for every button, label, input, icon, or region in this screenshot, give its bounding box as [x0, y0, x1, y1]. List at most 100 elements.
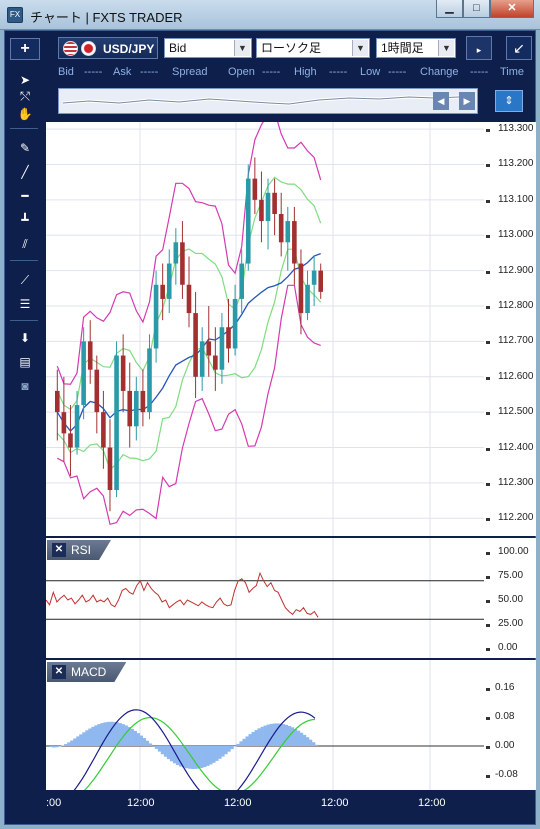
macd-histogram-bar [212, 746, 216, 763]
time-axis-label: :00 [46, 797, 62, 809]
horizontal-line-icon[interactable]: ━ [21, 189, 29, 203]
ask-value: ----- [140, 66, 159, 78]
macd-histogram-bar [85, 730, 89, 746]
axis-tick [486, 447, 490, 451]
price-type-select[interactable]: Bid ▼ [164, 38, 252, 58]
fibonacci-icon[interactable]: ☰ [19, 297, 31, 311]
candle-body [193, 313, 198, 377]
open-value: ----- [262, 66, 281, 78]
currency-pair-button[interactable]: USD/JPY [58, 37, 158, 59]
candle-body [107, 447, 113, 490]
candle-body [245, 178, 251, 264]
add-chart-button[interactable]: + [10, 38, 40, 60]
pencil-icon[interactable]: ✎ [19, 141, 31, 155]
hand-icon[interactable]: ✋ [17, 107, 33, 121]
macd-label: MACD [71, 665, 107, 679]
high-label: High [294, 66, 317, 78]
axis-tick [486, 775, 490, 778]
macd-histogram-bar [82, 732, 86, 746]
jp-flag-icon [81, 41, 96, 56]
list-icon[interactable]: ▤ [19, 355, 31, 369]
expand-button[interactable]: ↙ [506, 36, 532, 60]
chart-style-select[interactable]: ローソク足 ▼ [256, 38, 370, 58]
pointer-icon[interactable]: ➤ [19, 73, 31, 87]
camera-icon[interactable]: ◙ [21, 379, 29, 393]
price-axis-label: 112.500 [498, 406, 534, 418]
spread-label: Spread [172, 66, 208, 78]
macd-histogram-bar [94, 725, 98, 746]
chart-scroll-reset-button[interactable]: ⇕ [495, 90, 523, 112]
trend-line-icon[interactable]: ╱ [21, 165, 29, 179]
macd-axis [484, 660, 536, 790]
rsi-panel[interactable] [45, 538, 484, 658]
minimize-button[interactable]: ▁ [436, 0, 463, 18]
price-chart [46, 110, 484, 536]
candle-body [259, 199, 264, 222]
title-bar: FX チャート | FXTS TRADER ▁ □ ✕ [0, 0, 540, 30]
macd-histogram-bar [91, 726, 95, 746]
vertical-line-icon[interactable]: ┻ [21, 213, 29, 227]
axis-tick [486, 746, 490, 749]
low-value: ----- [388, 66, 407, 78]
tool-divider [10, 260, 38, 261]
timeframe-select[interactable]: 1時間足 ▼ [376, 38, 456, 58]
macd-histogram-bar [154, 746, 159, 749]
rsi-label: RSI [71, 543, 92, 557]
macd-histogram-bar [260, 726, 264, 746]
macd-histogram-bar [52, 746, 56, 748]
macd-histogram-bar [257, 728, 261, 746]
time-axis-label: 12:00 [224, 797, 252, 809]
axis-tick [486, 270, 490, 274]
macd-histogram-bar [145, 740, 150, 746]
macd-histogram-bar [112, 721, 116, 746]
minimap-right-icon[interactable]: ▶ [459, 92, 475, 110]
download-icon[interactable]: ⬇ [19, 331, 31, 345]
candle-body [127, 390, 133, 427]
price-axis-label: 112.700 [498, 335, 534, 347]
rsi-axis-label: 75.00 [498, 570, 524, 581]
crosshair-select-icon[interactable]: ⤲ [20, 89, 30, 103]
close-icon[interactable]: ✕ [52, 665, 66, 679]
macd-histogram-bar [254, 730, 258, 746]
change-value: ----- [470, 66, 489, 78]
close-button[interactable]: ✕ [490, 0, 534, 18]
macd-histogram-bar [266, 724, 270, 746]
parallel-channel-icon[interactable]: ⫽ [22, 237, 28, 251]
close-icon[interactable]: ✕ [52, 543, 66, 557]
macd-histogram-bar [302, 734, 307, 746]
macd-histogram-bar [308, 739, 313, 746]
macd-panel[interactable] [45, 660, 484, 805]
macd-histogram-bar [160, 746, 165, 755]
rsi-tab[interactable]: ✕ RSI [47, 540, 111, 560]
macd-histogram-bar [115, 722, 119, 746]
macd-histogram-bar [188, 746, 192, 769]
candle-body [173, 242, 179, 264]
toolbar-scroll-button[interactable]: ▸ [466, 36, 492, 60]
macd-histogram-bar [109, 721, 113, 746]
price-chart-panel[interactable] [46, 110, 484, 536]
low-label: Low [360, 66, 381, 78]
maximize-button[interactable]: □ [463, 0, 490, 18]
candle-body [180, 242, 185, 285]
candle-body [206, 341, 212, 356]
candle-body [120, 355, 126, 391]
macd-tab[interactable]: ✕ MACD [47, 662, 126, 682]
candle-body [166, 263, 172, 299]
price-type-value: Bid [169, 41, 187, 55]
macd-histogram-bar [275, 723, 280, 746]
price-axis-label: 112.900 [498, 264, 534, 276]
macd-chart [45, 660, 484, 805]
fan-icon[interactable]: ⟋ [20, 273, 30, 287]
macd-histogram-bar [49, 746, 53, 748]
candle-body [81, 341, 86, 406]
time-label: Time [500, 66, 525, 78]
minimap-left-icon[interactable]: ◀ [433, 92, 449, 110]
macd-histogram-bar [203, 746, 207, 768]
candle-body [199, 341, 205, 377]
macd-histogram-bar [281, 724, 286, 746]
macd-histogram-bar [182, 746, 186, 768]
chart-minimap[interactable]: ◀ ▶ [58, 88, 478, 114]
macd-histogram-bar [76, 736, 80, 746]
macd-histogram-bar [269, 723, 273, 746]
candle-body [219, 327, 225, 370]
